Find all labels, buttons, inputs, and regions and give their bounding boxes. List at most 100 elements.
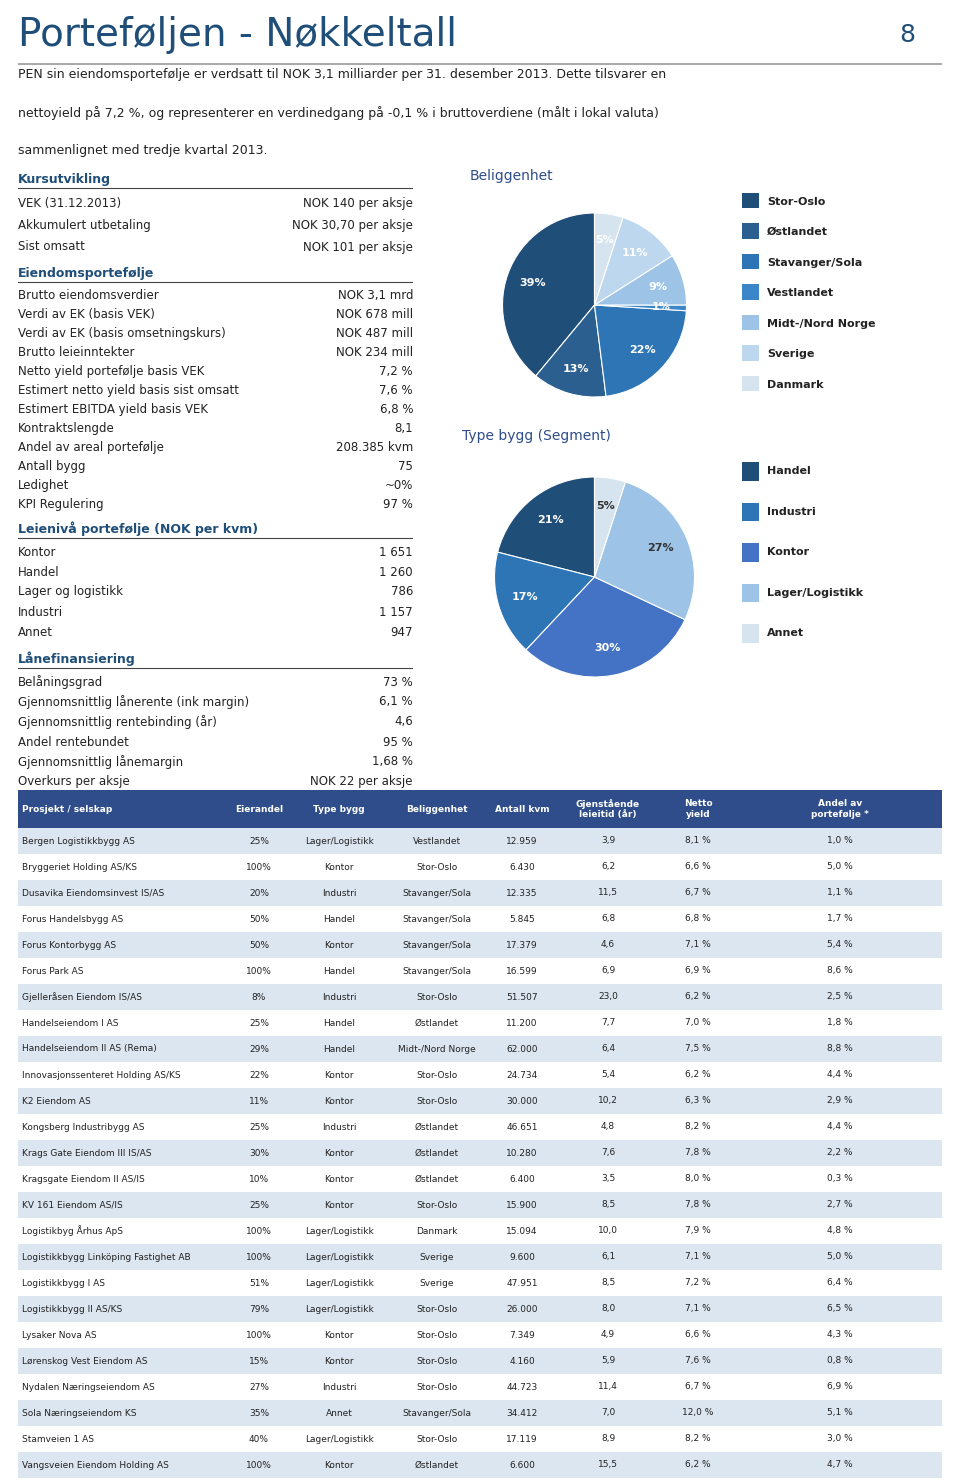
Text: Kontor: Kontor [324,1071,353,1080]
Text: 27%: 27% [647,544,674,554]
Text: 0,8 %: 0,8 % [828,1357,852,1365]
Text: 0,3 %: 0,3 % [828,1174,852,1183]
Text: 100%: 100% [246,1330,272,1339]
Text: 7,8 %: 7,8 % [685,1201,710,1210]
Text: 4,4 %: 4,4 % [828,1071,852,1080]
Text: Type bygg (Segment): Type bygg (Segment) [462,429,611,443]
Text: 16.599: 16.599 [506,967,538,976]
Text: 6,8 %: 6,8 % [685,914,710,924]
Text: 7,5 %: 7,5 % [685,1044,710,1053]
Text: 7,7: 7,7 [601,1019,615,1028]
Bar [18,1140,942,1166]
Text: 8,0 %: 8,0 % [685,1174,710,1183]
Bar [742,502,759,521]
Text: 4,7 %: 4,7 % [828,1460,852,1469]
Text: Gjennomsnittlig lånerente (ink margin): Gjennomsnittlig lånerente (ink margin) [18,695,250,709]
Text: 8: 8 [900,24,916,47]
Text: Prosjekt / selskap: Prosjekt / selskap [22,804,112,813]
Text: Kursutvikling: Kursutvikling [18,173,111,187]
Text: 1 651: 1 651 [379,545,413,558]
Text: 75: 75 [398,461,413,472]
Text: Estimert netto yield basis sist omsatt: Estimert netto yield basis sist omsatt [18,384,239,397]
Text: 6,4: 6,4 [601,1044,615,1053]
Text: Gjennomsnittlig rentebinding (år): Gjennomsnittlig rentebinding (år) [18,715,217,729]
Text: Handelseiendom II AS (Rema): Handelseiendom II AS (Rema) [22,1044,156,1053]
Text: Beliggenhet: Beliggenhet [470,169,554,184]
Text: Midt-/Nord Norge: Midt-/Nord Norge [398,1044,476,1053]
Text: 97 %: 97 % [383,498,413,511]
Text: 5%: 5% [596,501,615,511]
Text: 208.385 kvm: 208.385 kvm [336,441,413,455]
Text: Kontor: Kontor [324,1357,353,1365]
Bar [18,828,942,855]
Text: 40%: 40% [249,1435,269,1444]
Text: 7,8 %: 7,8 % [685,1148,710,1158]
Text: Kragsgate Eiendom II AS/IS: Kragsgate Eiendom II AS/IS [22,1174,145,1183]
Text: Eiendomsportefølje: Eiendomsportefølje [18,267,155,280]
Text: Vangsveien Eiendom Holding AS: Vangsveien Eiendom Holding AS [22,1460,169,1469]
Text: 6,6 %: 6,6 % [685,862,710,871]
Text: NOK 101 per aksje: NOK 101 per aksje [303,240,413,253]
Text: 6,1 %: 6,1 % [379,696,413,708]
Text: 6.400: 6.400 [509,1174,535,1183]
Text: 5,0 %: 5,0 % [828,862,852,871]
Text: 15%: 15% [249,1357,269,1365]
Text: Stor-Oslo: Stor-Oslo [417,1435,458,1444]
Text: Industri: Industri [322,889,356,897]
Text: Danmark: Danmark [417,1226,458,1235]
Text: 17.119: 17.119 [506,1435,538,1444]
Text: Stor-Oslo: Stor-Oslo [417,1071,458,1080]
Text: 39%: 39% [518,277,545,287]
Text: 12,0 %: 12,0 % [683,1408,713,1417]
Text: Lager/Logistikk: Lager/Logistikk [767,588,863,598]
Text: Østlandet: Østlandet [767,227,828,237]
Bar [18,1323,942,1348]
Text: 6,6 %: 6,6 % [685,1330,710,1339]
Text: Brutto leieinntekter: Brutto leieinntekter [18,347,134,358]
Text: Estimert EBITDA yield basis VEK: Estimert EBITDA yield basis VEK [18,403,208,416]
Wedge shape [536,305,606,397]
Text: Industri: Industri [322,992,356,1001]
Bar [18,1400,942,1426]
Text: Sverige: Sverige [767,350,815,358]
Text: Stor-Oslo: Stor-Oslo [417,1201,458,1210]
Text: 100%: 100% [246,1253,272,1262]
Wedge shape [594,305,686,311]
Text: sammenlignet med tredje kvartal 2013.: sammenlignet med tredje kvartal 2013. [18,144,268,157]
Bar [18,1374,942,1400]
Bar [18,1451,942,1478]
Bar [742,345,759,361]
Bar [742,544,759,561]
Wedge shape [494,552,594,650]
Text: 100%: 100% [246,967,272,976]
Text: NOK 140 per aksje: NOK 140 per aksje [303,197,413,209]
Bar [18,1426,942,1451]
Text: 12.959: 12.959 [506,837,538,846]
Text: Kontor: Kontor [767,548,809,557]
Text: 34.412: 34.412 [506,1408,538,1417]
Text: Kontor: Kontor [324,1460,353,1469]
Text: 26.000: 26.000 [506,1305,538,1314]
Text: 7,0 %: 7,0 % [685,1019,710,1028]
Text: 50%: 50% [249,940,269,949]
Text: 2,7 %: 2,7 % [828,1201,852,1210]
Text: 6,2 %: 6,2 % [685,1071,710,1080]
Text: Lager/Logistikk: Lager/Logistikk [304,1305,373,1314]
Text: 46.651: 46.651 [506,1123,538,1131]
Text: Handel: Handel [18,566,60,579]
Text: 30%: 30% [249,1148,269,1158]
Text: Stor-Oslo: Stor-Oslo [417,1382,458,1392]
Text: Stavanger/Sola: Stavanger/Sola [402,967,471,976]
Text: 1 157: 1 157 [379,606,413,619]
Text: 8,8 %: 8,8 % [828,1044,852,1053]
Text: NOK 30,70 per aksje: NOK 30,70 per aksje [292,219,413,231]
Wedge shape [594,481,694,619]
Bar [18,1192,942,1217]
Text: 6.600: 6.600 [509,1460,535,1469]
Text: Andel av
portefølje *: Andel av portefølje * [811,800,869,819]
Bar [742,584,759,603]
Bar [18,1348,942,1374]
Text: 1,68 %: 1,68 % [372,755,413,769]
Text: Logistikkbygg I AS: Logistikkbygg I AS [22,1278,105,1287]
Bar [742,253,759,270]
